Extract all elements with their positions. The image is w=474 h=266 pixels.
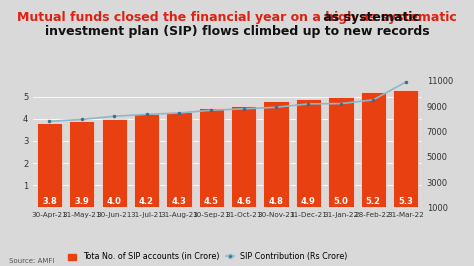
Text: 4.2: 4.2 xyxy=(139,197,154,206)
Bar xyxy=(101,119,127,207)
Text: 5.0: 5.0 xyxy=(333,197,348,206)
Bar xyxy=(166,112,191,207)
Text: 5.3: 5.3 xyxy=(398,197,413,206)
Text: investment plan (SIP) flows climbed up to new records: investment plan (SIP) flows climbed up t… xyxy=(45,25,429,38)
Legend: Tota No. of SIP accounts (in Crore), SIP Contribution (Rs Crore): Tota No. of SIP accounts (in Crore), SIP… xyxy=(65,249,351,265)
Text: 5.2: 5.2 xyxy=(366,197,381,206)
Text: 4.8: 4.8 xyxy=(269,197,283,206)
Bar xyxy=(264,101,289,207)
Text: 3.8: 3.8 xyxy=(42,197,57,206)
Bar xyxy=(37,123,62,207)
Bar xyxy=(296,99,321,207)
Bar xyxy=(361,92,386,207)
Text: Mutual funds closed the financial year on a high as systematic: Mutual funds closed the financial year o… xyxy=(17,11,457,24)
Text: Source: AMFI: Source: AMFI xyxy=(9,258,55,264)
Bar xyxy=(134,114,159,207)
Text: 4.0: 4.0 xyxy=(107,197,122,206)
Text: as systematic: as systematic xyxy=(319,11,420,24)
Bar xyxy=(393,90,418,207)
Bar xyxy=(328,97,354,207)
Text: 4.9: 4.9 xyxy=(301,197,316,206)
Text: Mutual funds closed the financial year on a high: Mutual funds closed the financial year o… xyxy=(0,265,1,266)
Text: 4.6: 4.6 xyxy=(236,197,251,206)
Text: 3.9: 3.9 xyxy=(74,197,89,206)
Bar xyxy=(199,108,224,207)
Text: 4.5: 4.5 xyxy=(204,197,219,206)
Bar xyxy=(231,106,256,207)
Text: 4.3: 4.3 xyxy=(172,197,186,206)
Bar xyxy=(69,121,94,207)
